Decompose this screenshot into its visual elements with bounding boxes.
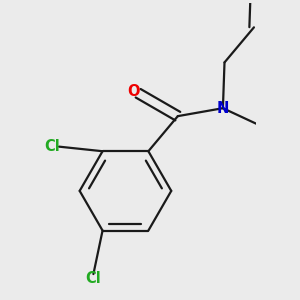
Text: O: O bbox=[127, 84, 140, 99]
Text: Cl: Cl bbox=[45, 139, 60, 154]
Text: N: N bbox=[217, 101, 229, 116]
Text: Cl: Cl bbox=[85, 272, 101, 286]
